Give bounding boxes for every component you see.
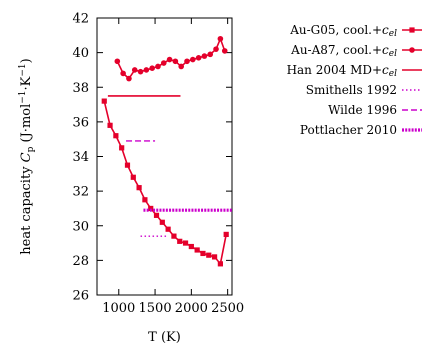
legend-label-subscript: el: [389, 29, 397, 39]
data-point: [160, 60, 167, 66]
y-tick-label: 28: [72, 254, 89, 269]
data-point: [211, 254, 218, 260]
data-point: [126, 75, 132, 82]
y-axis-label-prefix: heat capacity: [19, 162, 34, 254]
data-point: [207, 51, 214, 58]
legend-label: Pottlacher 2010: [300, 123, 397, 137]
data-point: [124, 162, 131, 168]
data-point: [213, 46, 219, 52]
y-tick-label: 32: [72, 185, 89, 200]
y-axis-label-subscript: p: [26, 146, 36, 152]
data-point: [190, 56, 196, 63]
data-point: [217, 261, 223, 267]
y-axis-label-symbol: C: [19, 152, 34, 162]
data-point: [166, 56, 173, 63]
x-tick-label: 2000: [175, 301, 208, 316]
y-axis-ticks: 26 28 30 32 34 36 38 40 42: [72, 12, 232, 304]
legend-label: Au-G05, cool.+cel: [289, 23, 397, 39]
y-axis-label-units-mid: ·K: [19, 76, 34, 90]
data-point: [153, 212, 160, 218]
y-axis-label-exp1: −1: [18, 90, 28, 103]
data-point: [182, 240, 189, 246]
series-layer: [101, 35, 232, 267]
y-axis-label: heat capacity Cp (J·mol−1·K−1): [18, 58, 36, 255]
data-point: [136, 185, 142, 191]
y-axis-label-exp2: −1: [18, 63, 28, 76]
series-0: [101, 98, 229, 267]
x-axis-ticks: 1000 1500 2000 2500: [102, 18, 244, 316]
data-point: [194, 247, 200, 253]
data-point: [195, 55, 202, 61]
x-tick-label: 1500: [139, 301, 172, 316]
legend-label-symbol: c: [382, 43, 389, 57]
data-point: [130, 174, 136, 180]
legend-swatch-marker: [409, 27, 415, 33]
data-point: [165, 226, 171, 232]
data-point: [177, 238, 183, 244]
data-point: [188, 243, 194, 250]
data-point: [172, 58, 179, 65]
y-axis-label-units-open: (J·mol: [19, 104, 34, 147]
data-point: [119, 145, 125, 151]
data-point: [143, 67, 150, 73]
legend-label-text: Han 2004 MD+: [287, 63, 382, 77]
y-tick-label: 36: [72, 115, 89, 130]
legend-label: Wilde 1996: [328, 103, 397, 117]
legend-label-text: Au-G05, cool.+: [289, 23, 382, 37]
legend-label: Smithells 1992: [306, 83, 397, 97]
legend-label-symbol: c: [382, 23, 389, 37]
legend-label-text: Pottlacher 2010: [300, 123, 397, 137]
data-point: [142, 197, 148, 203]
data-point: [178, 63, 184, 70]
data-point: [120, 70, 126, 77]
legend-label-symbol: c: [382, 63, 389, 77]
data-point: [155, 63, 161, 70]
legend-label-text: Smithells 1992: [306, 83, 397, 97]
data-point: [114, 58, 121, 65]
legend-label: Au-A87, cool.+cel: [290, 43, 397, 59]
y-tick-label: 30: [72, 219, 89, 234]
series-line: [103, 100, 227, 266]
legend-label-subscript: el: [389, 69, 397, 79]
data-point: [137, 68, 144, 75]
data-point: [223, 231, 229, 238]
data-point: [184, 58, 190, 65]
y-tick-label: 26: [72, 289, 89, 304]
legend-label-subscript: el: [389, 49, 397, 59]
x-axis-label: T (K): [148, 330, 181, 345]
data-point: [201, 53, 208, 59]
legend-swatch-marker: [409, 47, 415, 53]
x-tick-label: 1000: [102, 301, 135, 316]
y-axis-label-units-close: ): [19, 58, 34, 63]
legend-label-text: Wilde 1996: [328, 103, 397, 117]
y-tick-label: 34: [72, 150, 89, 165]
y-tick-label: 38: [72, 81, 89, 96]
legend-label-text: Au-A87, cool.+: [290, 43, 382, 57]
data-point: [107, 122, 113, 128]
data-point: [200, 250, 206, 257]
series-1: [114, 35, 228, 82]
data-point: [206, 252, 212, 258]
data-point: [101, 98, 107, 104]
data-point: [159, 219, 165, 225]
data-point: [148, 205, 154, 212]
data-point: [149, 65, 155, 72]
legend-label: Han 2004 MD+cel: [287, 63, 398, 79]
data-point: [171, 233, 177, 239]
data-point: [217, 35, 224, 42]
x-tick-label: 2500: [211, 301, 244, 316]
y-tick-label: 42: [72, 12, 89, 27]
y-tick-label: 40: [72, 46, 89, 61]
data-point: [113, 133, 119, 139]
data-point: [221, 48, 228, 54]
data-point: [131, 67, 138, 73]
